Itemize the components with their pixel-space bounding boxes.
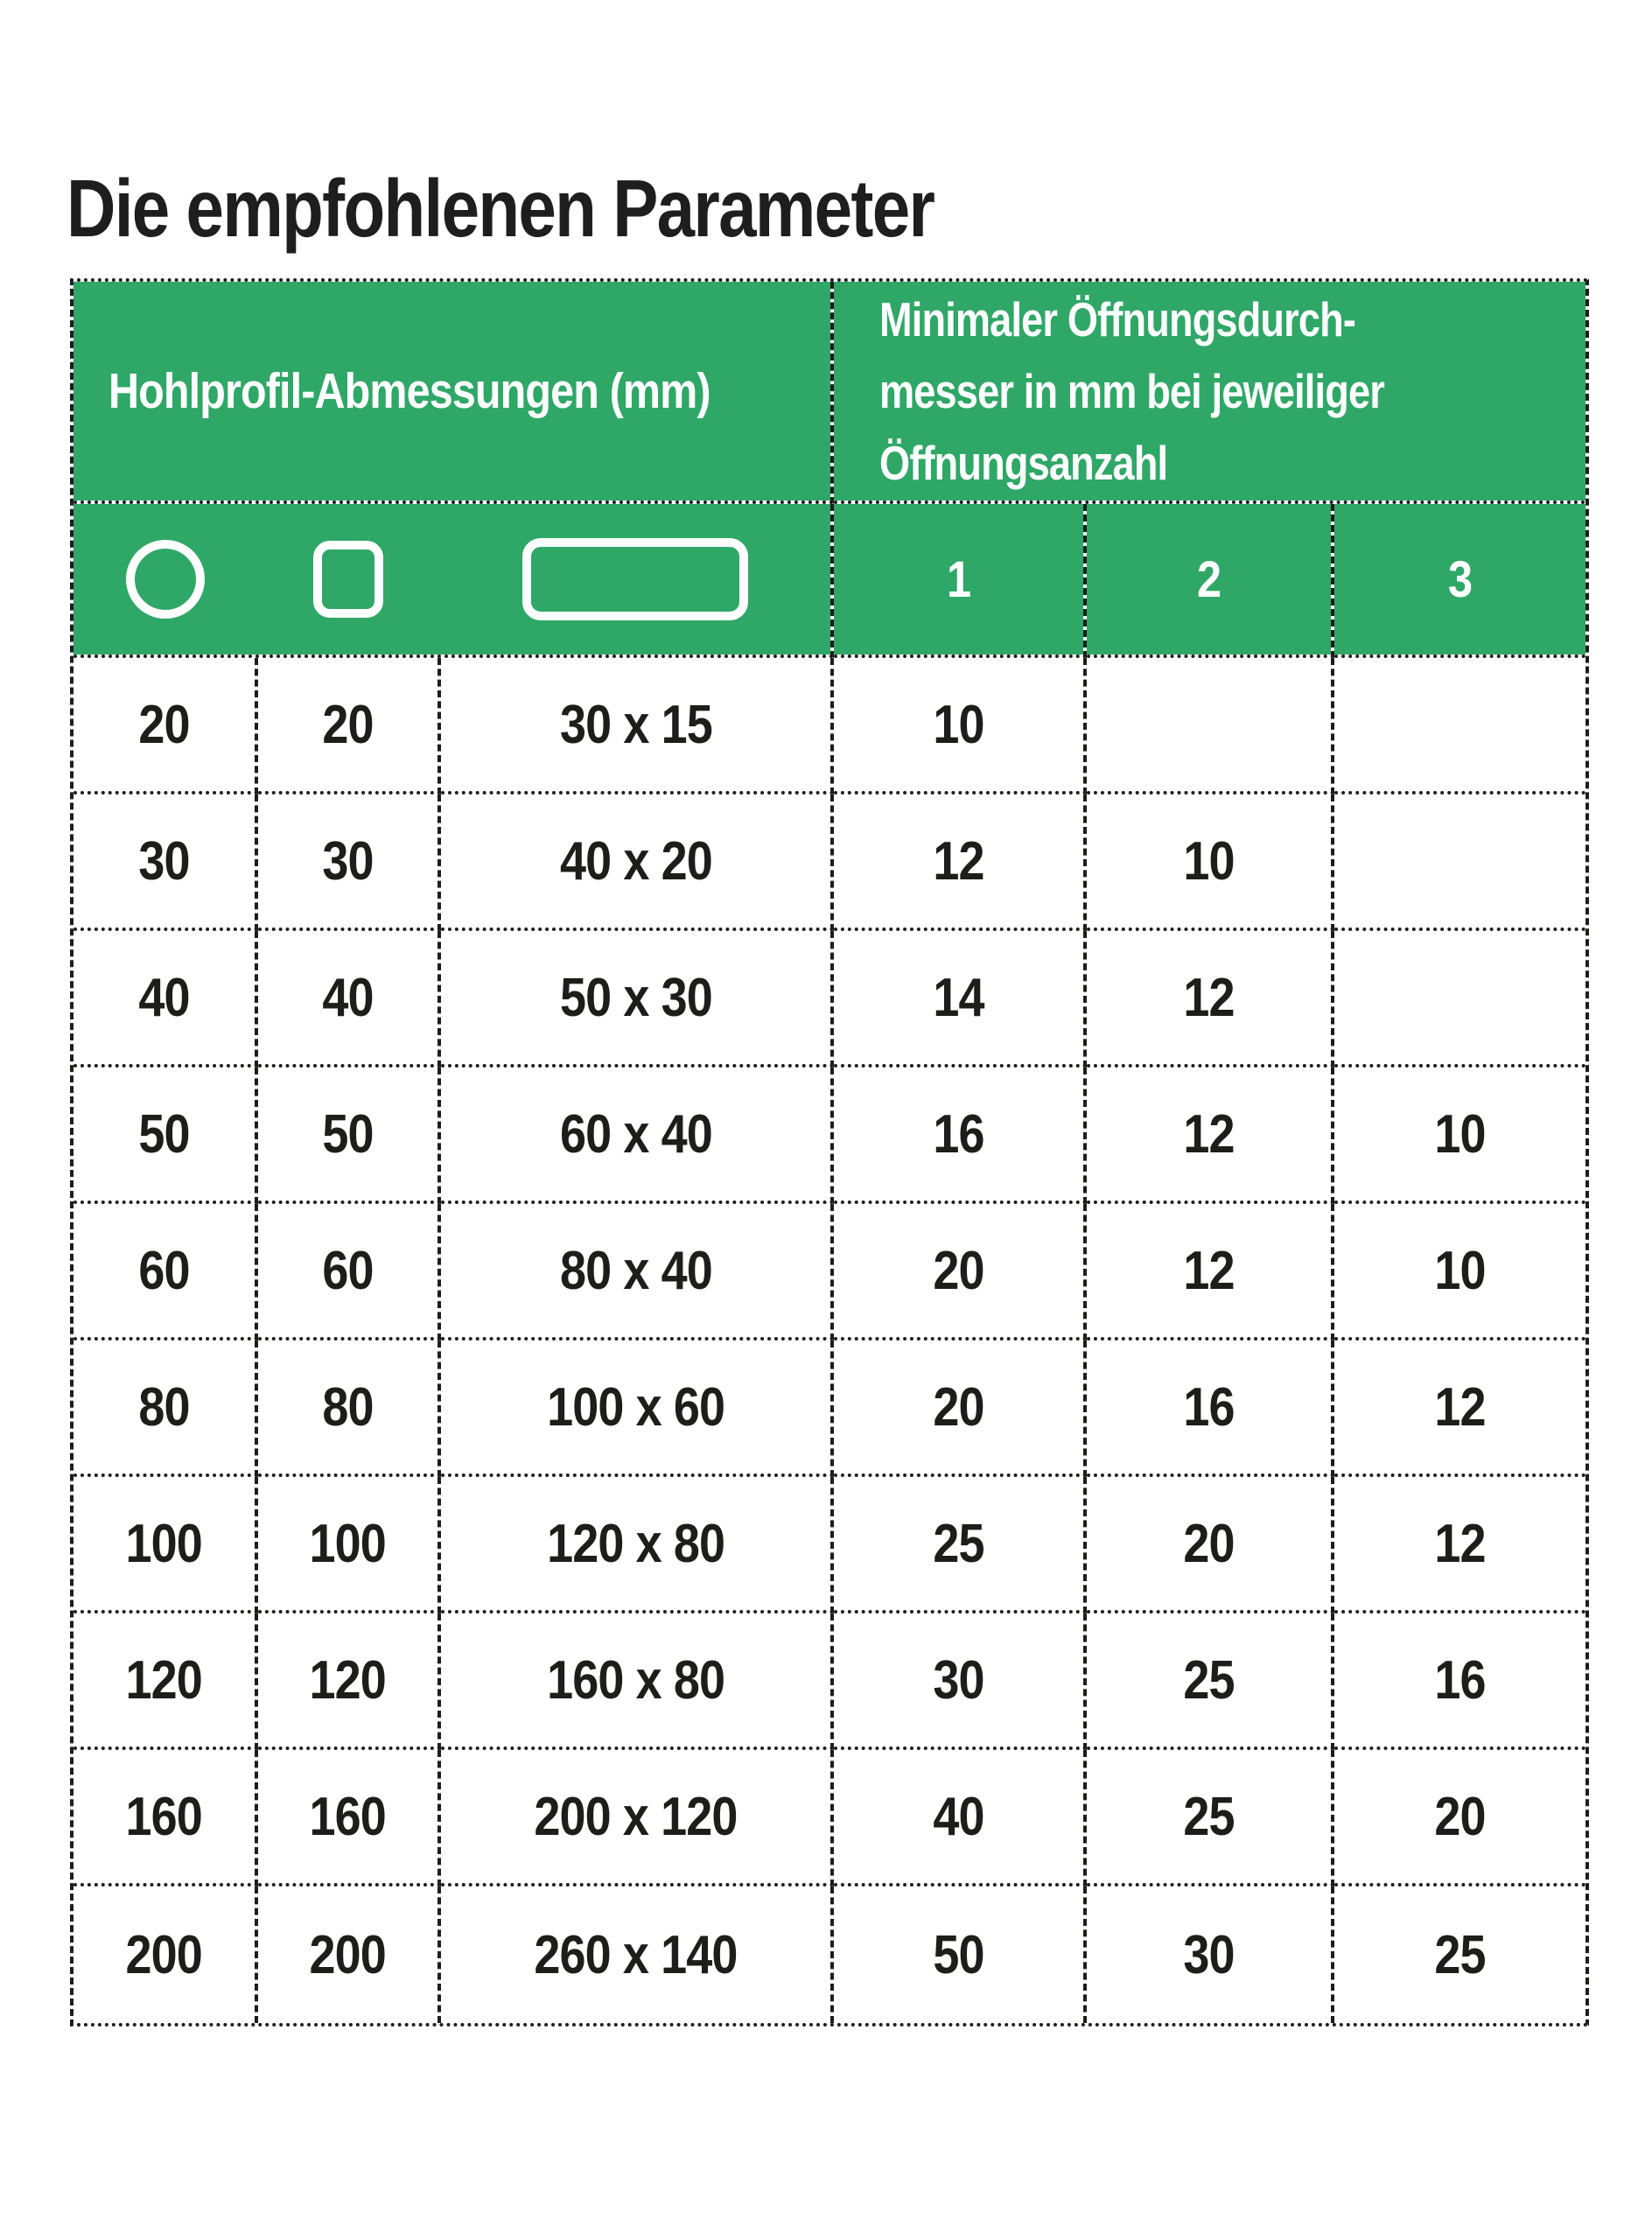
table-cell: 60 [74,1204,258,1340]
table-cell: 25 [1087,1750,1335,1886]
table-cell: 100 [74,1477,258,1614]
header-oeffnung-line-3: Öffnungsanzahl [879,436,1168,490]
table-cell: 16 [1334,1614,1586,1750]
table-cell: 160 [258,1750,441,1886]
table-body: 20 20 30 x 15 10 30 30 40 x 20 12 10 40 40 50 x 30 1… [74,658,1586,2023]
table-cell [1087,658,1335,794]
table-cell: 20 [1334,1750,1586,1886]
table-cell: 40 [258,931,441,1068]
table-cell: 120 x 80 [441,1477,835,1614]
table-cell: 20 [1087,1477,1335,1614]
page-title: Die empfohlenen Parameter [66,163,935,254]
table-cell: 30 [834,1614,1088,1750]
table-row: 50 50 60 x 40 16 12 10 [74,1068,1586,1204]
table-cell: 40 [834,1750,1088,1886]
table-cell: 12 [1087,1068,1335,1204]
table-cell: 80 [74,1340,258,1477]
shape-icons-cell [74,504,835,658]
table-row: 20 20 30 x 15 10 [74,658,1586,794]
table-cell: 25 [1087,1614,1335,1750]
table-cell: 16 [1087,1340,1335,1477]
table-cell: 12 [1087,931,1335,1068]
table-cell: 200 [258,1886,441,2023]
table-cell: 30 [258,794,441,931]
header-hohlprofil-label: Hohlprofil-Abmessungen (mm) [108,363,711,419]
table-cell: 50 [834,1886,1088,2023]
table-cell: 20 [834,1204,1088,1340]
header-opening-count-1: 1 [834,504,1088,658]
table-cell: 80 [258,1340,441,1477]
table-cell: 10 [1087,794,1335,931]
table-cell: 25 [1434,1924,1486,1985]
header-oeffnung-line-1: Minimaler Öffnungsdurch- [879,292,1356,346]
table-cell: 200 x 120 [441,1750,835,1886]
table-cell: 30 [1087,1886,1335,2023]
table-cell: 200 [74,1886,258,2023]
square-profile-column-header [257,541,439,618]
header-oeffnungsdurchmesser-cell: Minimaler Öffnungsdurch- messer in mm be… [834,282,1586,504]
shape-icons-strip [74,504,830,654]
table-cell: 60 x 40 [441,1068,835,1204]
table-cell: 160 x 80 [441,1614,835,1750]
table-cell: 100 x 60 [441,1340,835,1477]
table-cell: 50 [258,1068,441,1204]
table-cell: 40 [74,931,258,1068]
table-cell: 25 [834,1477,1088,1614]
table-cell: 20 [834,1340,1088,1477]
table-row: 30 30 40 x 20 12 10 [74,794,1586,931]
table-cell: 12 [1087,1204,1335,1340]
table-cell: 30 x 15 [441,658,835,794]
table-row: 80 80 100 x 60 20 16 12 [74,1340,1586,1477]
header-oeffnung-line-2: messer in mm bei jeweiliger [879,364,1385,418]
table-row: 200 200 260 x 140 50 30 25 [74,1886,1586,2023]
table-cell [1334,931,1586,1068]
table-cell: 50 x 30 [441,931,835,1068]
table-cell: 10 [834,658,1088,794]
table-cell: 20 [74,658,258,794]
table-cell: 80 x 40 [441,1204,835,1340]
table-cell: 60 [258,1204,441,1340]
rectangle-profile-icon [522,538,748,620]
table-cell: 12 [1334,1477,1586,1614]
header-group-row: Hohlprofil-Abmessungen (mm) Minimaler Öf… [74,282,1586,504]
square-profile-icon [313,541,383,618]
table-cell: 14 [834,931,1088,1068]
table-cell: 100 [258,1477,441,1614]
rectangle-profile-column-header [439,538,830,620]
table-cell: 10 [1334,1204,1586,1340]
header-shape-row: 1 2 3 [74,504,1586,658]
table-row: 60 60 80 x 40 20 12 10 [74,1204,1586,1340]
parameters-table: Hohlprofil-Abmessungen (mm) Minimaler Öf… [70,278,1590,2026]
table-cell: 50 [74,1068,258,1204]
table-cell: 12 [834,794,1088,931]
header-hohlprofil-cell: Hohlprofil-Abmessungen (mm) [74,282,835,504]
table-cell: 260 x 140 [441,1886,835,2023]
circle-profile-icon [126,540,205,619]
table-cell: 20 [258,658,441,794]
table-cell: 12 [1334,1340,1586,1477]
header-opening-count-3: 3 [1334,504,1586,658]
table-cell: 120 [74,1614,258,1750]
table-row: 40 40 50 x 30 14 12 [74,931,1586,1068]
table-row: 120 120 160 x 80 30 25 16 [74,1614,1586,1750]
table-cell: 160 [74,1750,258,1886]
table-cell [1334,794,1586,931]
table-cell: 40 x 20 [441,794,835,931]
table-cell: 10 [1334,1068,1586,1204]
table-cell [1334,658,1586,794]
table-row: 160 160 200 x 120 40 25 20 [74,1750,1586,1886]
table-cell: 16 [834,1068,1088,1204]
circle-profile-column-header [74,539,257,620]
table-cell: 30 [74,794,258,931]
table-row: 100 100 120 x 80 25 20 12 [74,1477,1586,1614]
table-cell: 120 [258,1614,441,1750]
header-opening-count-2: 2 [1087,504,1335,658]
